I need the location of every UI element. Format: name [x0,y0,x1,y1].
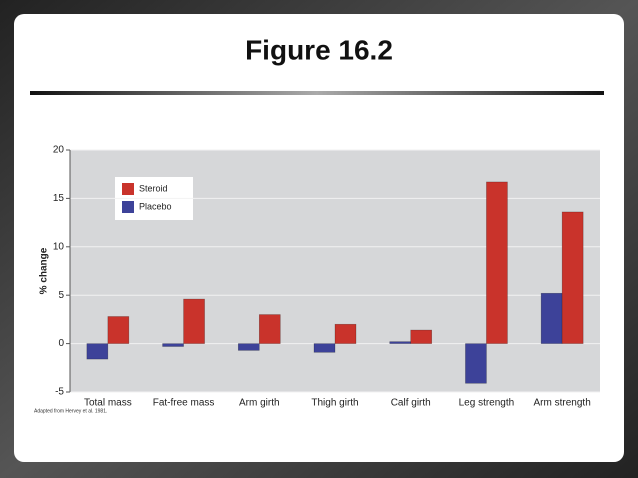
legend-label: Placebo [139,201,172,211]
x-tick-label: Arm girth [239,398,280,409]
x-tick-label: Arm strength [534,398,591,409]
y-tick-label: -5 [55,387,64,398]
title-rule [30,91,604,95]
source-note: Adapted from Hervey et al. 1981. [34,408,107,414]
bar [334,323,357,344]
y-axis-label: % change [39,247,50,294]
bar [561,211,584,344]
legend-label: Steroid [139,183,168,193]
bar [86,343,109,360]
x-tick-label: Thigh girth [311,398,358,409]
legend-swatch [122,183,134,195]
bar [465,343,487,384]
legend-swatch [122,201,134,213]
x-tick-label: Total mass [84,398,132,409]
y-tick-label: 20 [53,145,65,156]
x-tick-label: Fat-free mass [153,398,215,409]
bar [313,343,336,353]
bar [107,316,130,344]
bar [183,298,205,344]
bar [237,343,260,351]
bar [540,292,563,344]
x-tick-label: Calf girth [391,398,431,409]
y-tick-label: 0 [58,338,64,349]
bar [389,341,412,344]
y-tick-label: 10 [53,241,65,252]
y-tick-label: 15 [53,193,65,204]
slide-title: Figure 16.2 [245,34,393,65]
bar [162,343,184,347]
bar [486,181,508,344]
y-tick-label: 5 [58,290,64,301]
x-tick-label: Leg strength [459,398,515,409]
bar [258,314,281,344]
bar [410,329,433,344]
